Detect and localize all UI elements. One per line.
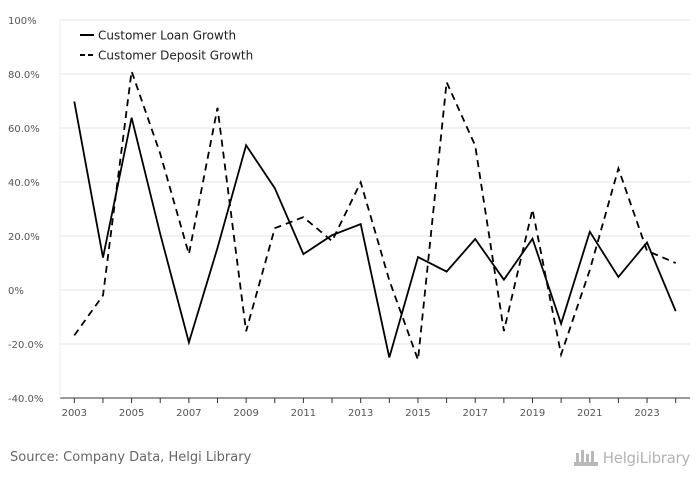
y-tick-label: -40.0% bbox=[8, 394, 43, 405]
legend: Customer Loan Growth Customer Deposit Gro… bbox=[80, 29, 253, 63]
series-line-deposit-growth bbox=[73, 71, 677, 361]
x-tick-label: 2009 bbox=[233, 408, 258, 419]
source-note: Source: Company Data, Helgi Library bbox=[10, 450, 252, 465]
x-tick-label: 2017 bbox=[463, 408, 488, 419]
x-tick-label: 2005 bbox=[119, 408, 144, 419]
series-line-loan-growth bbox=[73, 101, 677, 358]
x-axis: 2003 2005 2007 2009 2011 2013 2015 2017 2019 2021… bbox=[59, 20, 690, 419]
line-chart-svg: -40.0% -20.0% 0% 20.0% 40.0% 60.0% 80.0% 100% 2… bbox=[8, 16, 690, 419]
x-tick-label: 2003 bbox=[62, 408, 87, 419]
legend-label: Customer Loan Growth bbox=[98, 29, 236, 43]
y-tick-label: 60.0% bbox=[8, 124, 40, 135]
y-tick-label: 40.0% bbox=[8, 178, 40, 189]
gridlines bbox=[60, 19, 690, 345]
brand-logo: HelgiLibrary bbox=[573, 449, 690, 467]
y-tick-label: 80.0% bbox=[8, 70, 40, 81]
x-tick-label: 2019 bbox=[520, 408, 545, 419]
x-tick-label: 2015 bbox=[405, 408, 430, 419]
series-lines bbox=[73, 71, 677, 361]
y-tick-label: 20.0% bbox=[8, 232, 40, 243]
y-tick-label: 100% bbox=[8, 16, 37, 27]
x-tick-label: 2023 bbox=[634, 408, 659, 419]
brand-name: HelgiLibrary bbox=[602, 449, 691, 467]
y-tick-label: -20.0% bbox=[8, 340, 43, 351]
x-tick-label: 2013 bbox=[348, 408, 373, 419]
x-tick-label: 2021 bbox=[577, 408, 602, 419]
y-tick-label: 0% bbox=[8, 286, 24, 297]
legend-label: Customer Deposit Growth bbox=[98, 49, 253, 63]
x-tick-label: 2007 bbox=[176, 408, 201, 419]
x-tick-label: 2011 bbox=[291, 408, 316, 419]
y-axis-ticks: -40.0% -20.0% 0% 20.0% 40.0% 60.0% 80.0% 100% bbox=[8, 16, 43, 405]
library-logo-icon bbox=[573, 450, 598, 466]
